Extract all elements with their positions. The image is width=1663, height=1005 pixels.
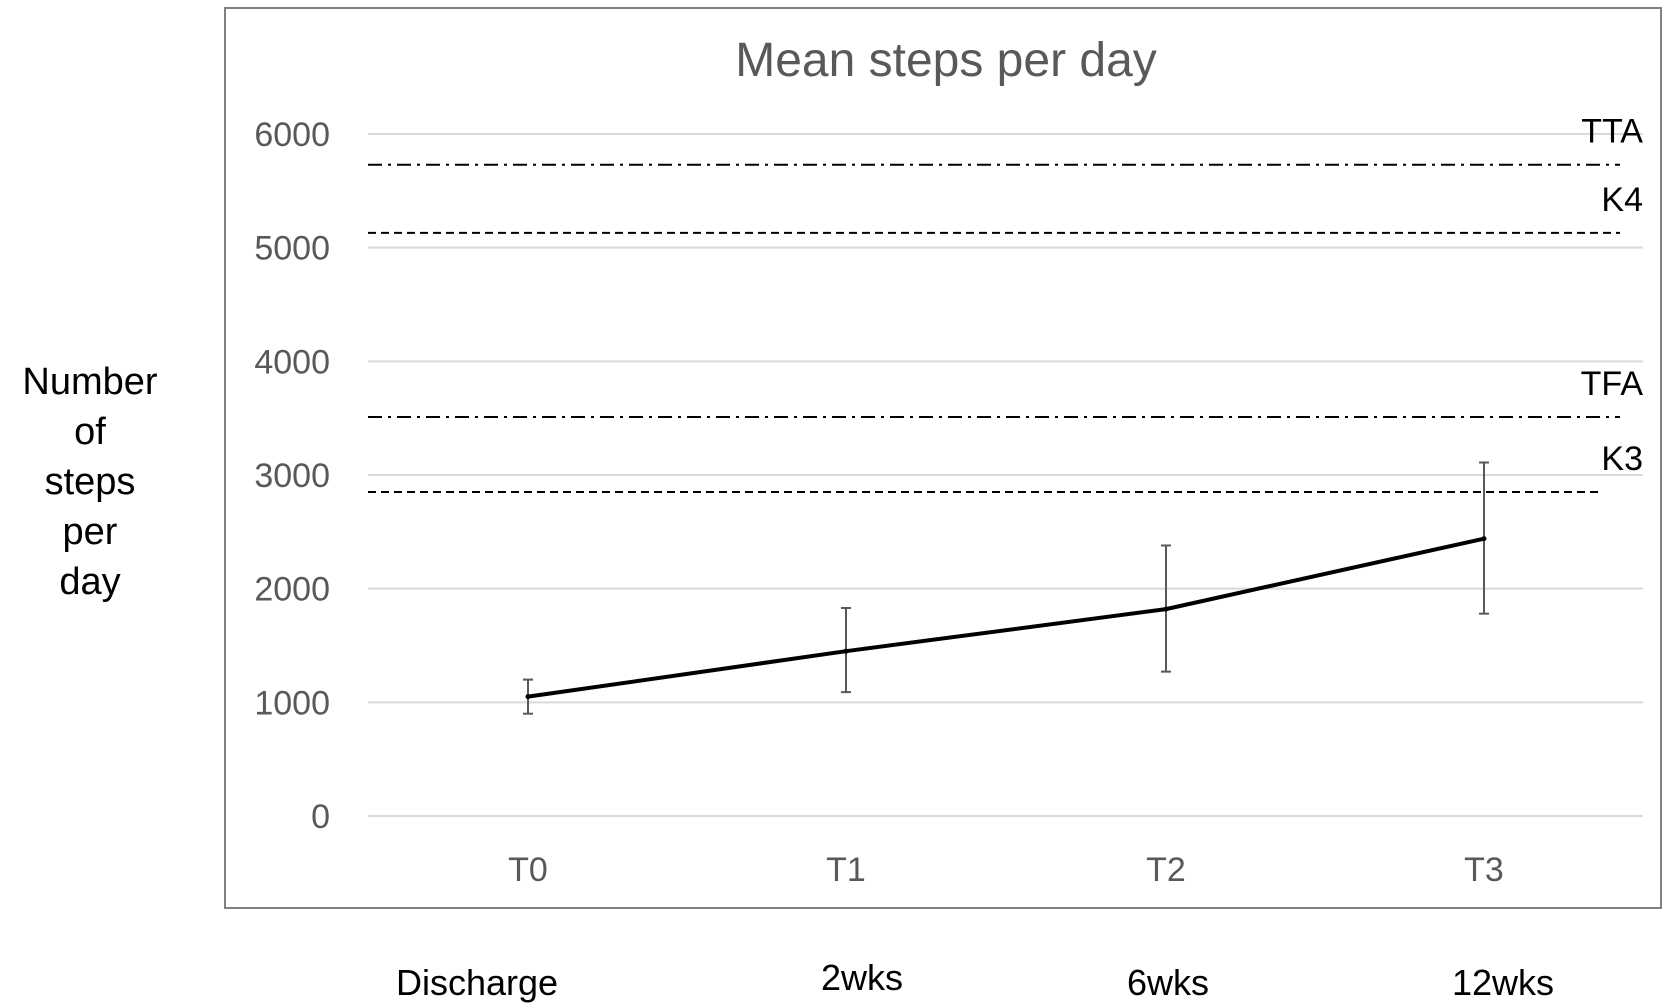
time-label: Discharge — [396, 962, 558, 1003]
y-tick-label: 3000 — [254, 457, 330, 495]
reference-line-label: TTA — [1581, 113, 1643, 151]
y-tick-label: 0 — [311, 798, 330, 836]
reference-line-label: K3 — [1601, 440, 1643, 478]
y-tick-label: 4000 — [254, 343, 330, 381]
data-point — [843, 648, 849, 654]
data-point — [525, 694, 531, 700]
y-axis-label-line: day — [59, 561, 120, 603]
reference-line-label: K4 — [1601, 181, 1643, 219]
y-axis-label-line: steps — [45, 461, 136, 503]
y-tick-label: 1000 — [254, 684, 330, 722]
x-tick-label: T2 — [1146, 851, 1186, 889]
x-tick-labels: T0 T1 T2 T3 — [508, 851, 1504, 889]
chart-title: Mean steps per day — [735, 34, 1157, 87]
time-label: 12wks — [1452, 962, 1554, 1003]
y-axis-label-line: of — [74, 411, 106, 453]
y-axis-label-line: per — [63, 511, 118, 553]
y-tick-label: 6000 — [254, 116, 330, 154]
time-label: 6wks — [1127, 962, 1209, 1003]
x-tick-label: T0 — [508, 851, 548, 889]
reference-line-label: TFA — [1581, 365, 1644, 403]
time-labels: Discharge 2wks 6wks 12wks — [396, 957, 1554, 1003]
y-tick-label: 5000 — [254, 230, 330, 268]
time-label: 2wks — [821, 957, 903, 998]
y-axis-label-line: Number — [22, 361, 157, 403]
series-line — [527, 536, 1485, 699]
plot-frame — [224, 7, 1662, 909]
reference-lines: TTA K4 TFA K3 — [368, 113, 1644, 494]
y-tick-labels: 0 1000 2000 3000 4000 5000 6000 — [254, 116, 330, 836]
data-point — [1163, 606, 1169, 612]
gridlines — [368, 133, 1643, 817]
x-tick-label: T3 — [1464, 851, 1504, 889]
x-tick-label: T1 — [826, 851, 866, 889]
data-point — [1481, 536, 1487, 542]
y-tick-label: 2000 — [254, 571, 330, 609]
y-axis-label: Number of steps per day — [22, 361, 157, 603]
series-lines — [525, 536, 1487, 700]
